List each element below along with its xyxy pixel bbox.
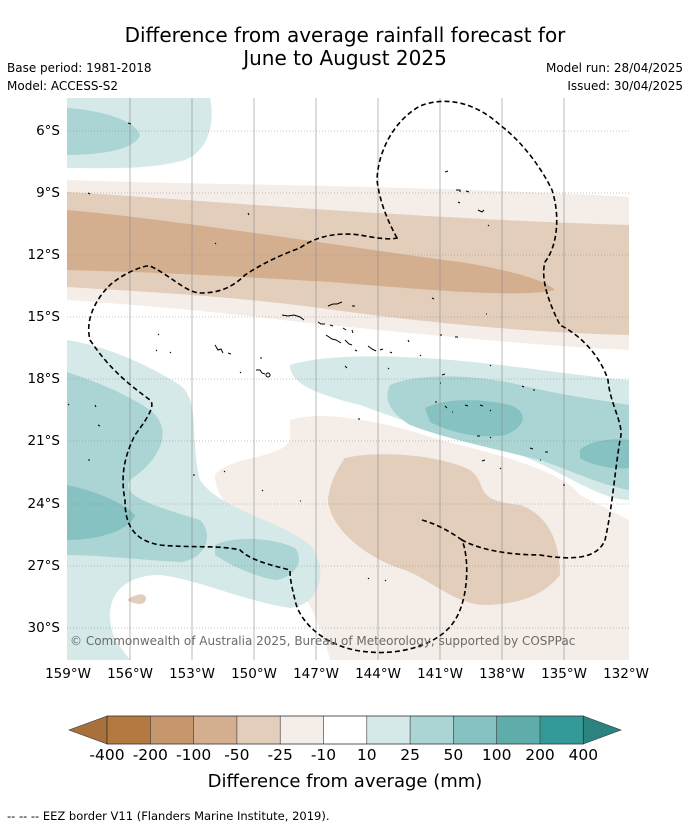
copyright-notice: © Commonwealth of Australia 2025, Bureau… [70,634,576,648]
colorbar-label: 400 [568,746,599,764]
colorbar-swatch [280,716,324,744]
model-run-text: Model run: 28/04/2025 [545,61,683,75]
wet-west-core [67,485,135,540]
dry-small-patch [127,594,146,604]
colorbar-label: 10 [356,746,377,764]
colorbar-label: 200 [525,746,555,764]
colorbar-label: -200 [132,746,168,764]
colorbar-min-arrow [68,715,108,745]
run-issue-info: Model run: 28/04/2025 Issued: 30/04/2025 [546,59,683,95]
colorbar-swatch [107,716,151,744]
colorbar-swatch [410,716,454,744]
colorbar-swatch [453,716,497,744]
grid-lines [67,98,629,660]
colorbar-label: -50 [224,746,250,764]
model-name-text: Model: ACCESS-S2 [7,79,119,93]
colorbar-swatch [496,716,540,744]
lon-label: 141°W [417,666,463,682]
base-period-text: Base period: 1981-2018 [7,61,152,75]
colorbar-label: -400 [89,746,125,764]
colorbar-title: Difference from average (mm) [207,771,483,792]
colorbar-swatch [540,716,584,744]
lon-label: 144°W [355,666,401,682]
colorbar-swatch [193,716,237,744]
colorbar-swatch [236,716,281,744]
eez-footnote: -- -- -- EEZ border V11 (Flanders Marine… [7,809,330,823]
lon-label: 153°W [169,666,215,682]
title-line-1: Difference from average rainfall forecas… [124,23,566,47]
eez-inner-border-line [421,519,463,541]
colorbar-max-arrow [582,715,622,745]
eez-border-line [87,100,622,654]
lat-label: 15°S [27,309,61,325]
lat-label: 27°S [27,558,61,574]
lat-label: 30°S [27,620,61,636]
colorbar-swatch [366,716,411,744]
issued-text: Issued: 30/04/2025 [567,79,683,93]
lat-label: 24°S [27,496,61,512]
colorbar-label: -10 [310,746,337,764]
lat-label: 9°S [36,185,60,201]
colorbar-swatch [150,716,194,744]
base-model-info: Base period: 1981-2018 Model: ACCESS-S2 [7,59,152,95]
lon-label: 132°W [603,666,649,682]
lon-label: 159°W [45,666,91,682]
dry-band-core [67,210,555,294]
colorbar-label: -25 [267,746,293,764]
wet-east-core [425,400,523,437]
colorbar-label: 25 [400,746,420,764]
lon-label: 156°W [107,666,153,682]
title-line-2: June to August 2025 [243,46,447,70]
map-title: Difference from average rainfall forecas… [0,24,690,70]
lon-label: 138°W [479,666,525,682]
lat-label: 21°S [27,433,61,449]
colorbar [68,715,622,745]
colorbar-label: 100 [481,746,512,764]
lon-label: 147°W [293,666,339,682]
wet-nw-mid [67,108,140,155]
lon-label: 135°W [541,666,587,682]
lat-label: 12°S [27,247,61,263]
island-markers [67,122,565,582]
colorbar-label: -100 [176,746,212,764]
contour-fills [67,98,629,660]
lon-label: 150°W [231,666,277,682]
colorbar-label: 50 [443,746,464,764]
lat-label: 6°S [36,123,60,139]
lat-label: 18°S [27,371,61,387]
colorbar-swatch [323,716,367,744]
